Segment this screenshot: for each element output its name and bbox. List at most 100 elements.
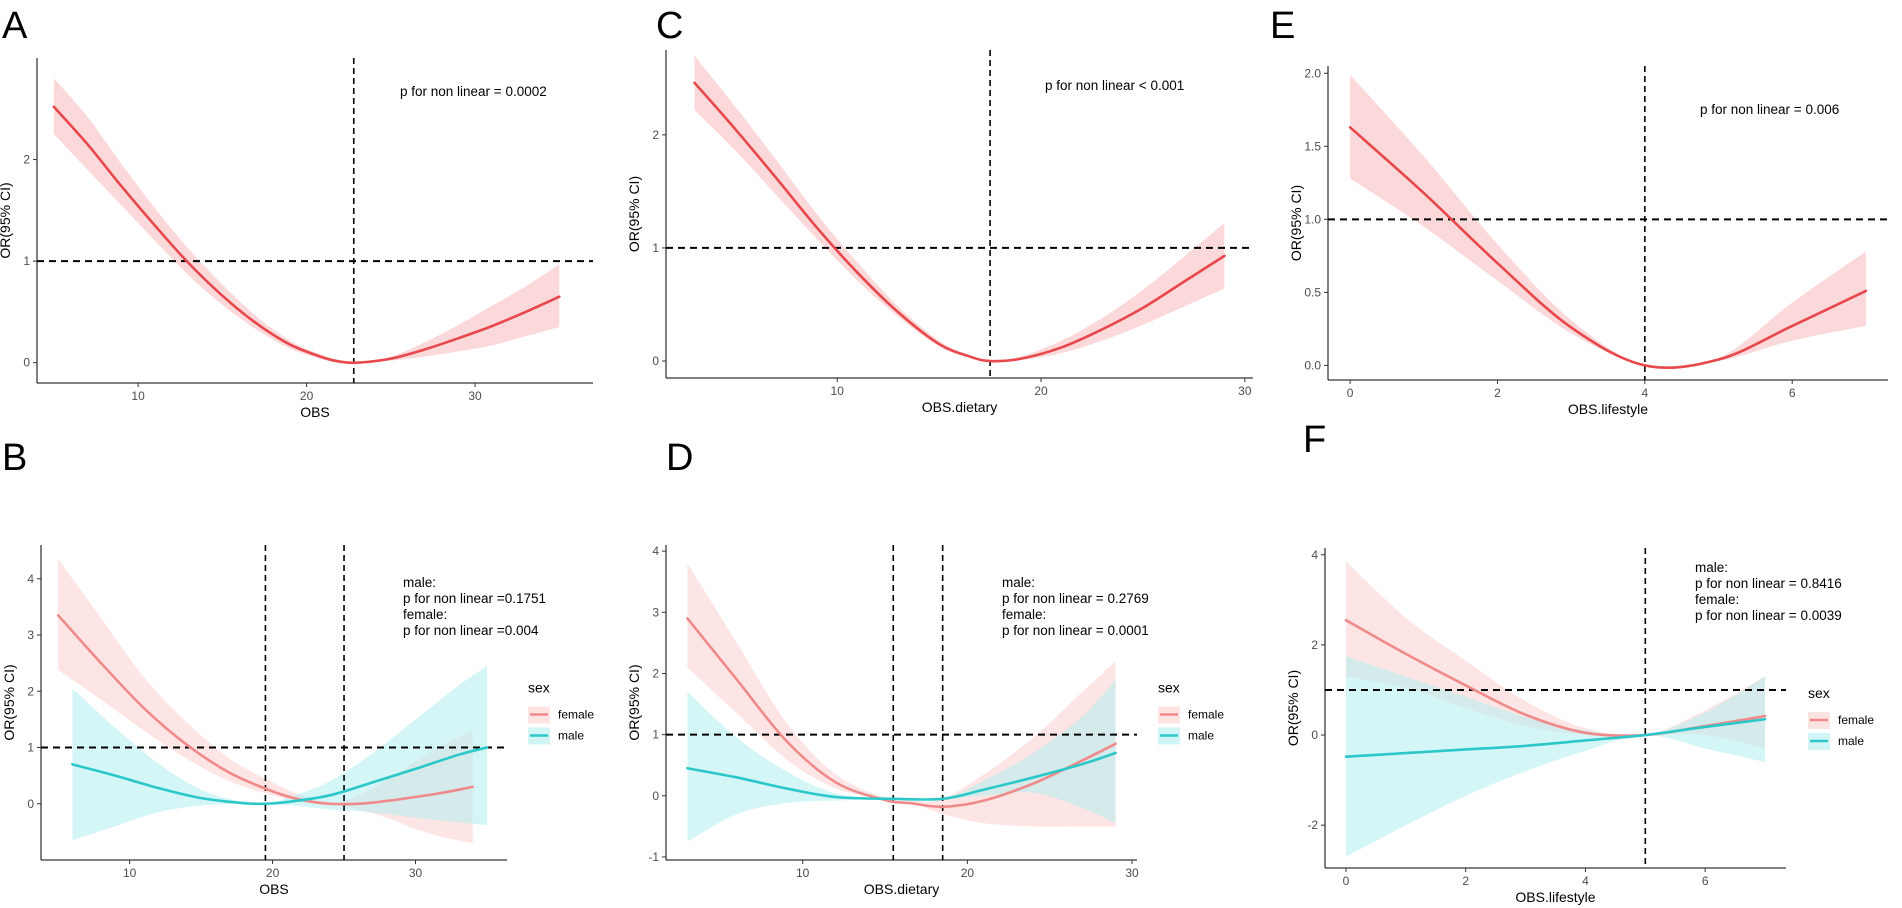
y-tick-label-d: -1 [648,850,659,864]
x-tick-label-b: 20 [266,866,280,880]
series-line-male-d [686,751,1117,801]
series-line-overall-c [693,81,1226,363]
series-line-male-b [71,746,489,806]
annotation-line-d: male: [1002,575,1035,590]
y-tick-label-d: 3 [652,605,659,619]
y-axis-title-c: OR(95% CI) [626,176,642,252]
y-tick-label-e: 0.0 [1304,358,1321,372]
x-axis-title-a: OBS [300,404,330,420]
x-tick-label-d: 20 [961,866,975,880]
y-tick-label-e: 1.5 [1304,139,1321,153]
x-tick-label-e: 2 [1494,386,1501,400]
y-tick-label-b: 3 [27,628,34,642]
series-line-overall-a [52,105,561,365]
y-tick-label-c: 0 [652,354,659,368]
annotation-line-b: p for non linear =0.1751 [403,591,546,606]
panel-letter-b: B [2,437,27,479]
annotation-line-f: p for non linear = 0.0039 [1695,608,1842,623]
x-tick-label-e: 4 [1641,386,1648,400]
x-axis-title-d: OBS.dietary [864,881,939,897]
x-tick-label-d: 30 [1125,866,1139,880]
panel-letter-c: C [656,5,683,47]
x-tick-label-b: 10 [123,866,137,880]
panel-a: A 10 20 30 0 1 2 OBS OR(95% CI) p for non linear… [0,5,593,420]
legend-label-male-f: male [1838,734,1864,748]
x-tick-label-a: 10 [131,389,145,403]
y-tick-label-f: -2 [1307,818,1318,832]
panel-letter-a: A [2,5,28,47]
y-tick-label-a: 2 [23,153,30,167]
series-line-overall-e [1348,126,1868,370]
annotation-line-f: female: [1695,592,1739,607]
y-tick-label-b: 4 [27,572,34,586]
y-tick-label-c: 1 [652,241,659,255]
panel-letter-d: D [666,437,693,479]
y-axis-title-d: OR(95% CI) [626,664,642,740]
y-tick-label-a: 1 [23,254,30,268]
y-axis-title-f: OR(95% CI) [1285,670,1301,746]
y-tick-label-f: 4 [1311,548,1318,562]
legend-title-d: sex [1158,680,1180,696]
y-tick-label-c: 2 [652,128,659,142]
legend-title-f: sex [1808,685,1830,701]
x-tick-label-f: 6 [1702,874,1709,888]
y-tick-label-d: 2 [652,666,659,680]
y-tick-label-b: 0 [27,797,34,811]
x-tick-label-a: 30 [468,389,482,403]
y-tick-label-e: 0.5 [1304,285,1321,299]
x-tick-label-f: 0 [1343,874,1350,888]
ci-band-male-b [72,665,487,841]
annotation-line-a: p for non linear = 0.0002 [400,84,547,99]
x-tick-label-b: 30 [409,866,423,880]
y-axis-title-e: OR(95% CI) [1288,185,1304,261]
panel-c: C 10 20 30 0 1 2 OBS.dietary OR(95% CI) p for no… [626,5,1253,415]
annotation-line-d: p for non linear = 0.2769 [1002,591,1149,606]
annotation-line-e: p for non linear = 0.006 [1700,102,1839,117]
ci-band-female-d [687,563,1116,827]
y-tick-label-f: 2 [1311,638,1318,652]
x-tick-label-a: 20 [300,389,314,403]
panel-d: D 10 20 30 -1 0 1 2 3 4 OBS.dietary OR(95% CI) male… [626,437,1224,897]
ci-band-male-d [687,679,1116,842]
y-axis-title-b: OR(95% CI) [1,664,17,740]
legend-label-female-d: female [1188,708,1224,722]
panel-letter-f: F [1303,419,1326,461]
series-line-male-f [1344,717,1767,758]
ci-band-overall-e [1350,74,1866,369]
annotation-line-f: male: [1695,560,1728,575]
x-axis-title-b: OBS [259,881,289,897]
legend-label-male-b: male [558,729,584,743]
ci-band-male-f [1345,656,1766,857]
x-axis-title-c: OBS.dietary [922,399,997,415]
x-tick-label-c: 30 [1238,384,1252,398]
y-tick-label-e: 2.0 [1304,66,1321,80]
annotation-line-d: female: [1002,607,1046,622]
y-axis-title-a: OR(95% CI) [0,182,13,258]
x-tick-label-e: 6 [1789,386,1796,400]
series-line-female-d [686,617,1117,809]
annotation-line-b: male: [403,575,436,590]
x-tick-label-d: 10 [796,866,810,880]
x-tick-label-c: 20 [1034,384,1048,398]
y-tick-label-f: 0 [1311,728,1318,742]
legend-label-female-b: female [558,708,594,722]
y-tick-label-d: 0 [652,789,659,803]
y-tick-label-b: 2 [27,684,34,698]
y-tick-label-d: 4 [652,544,659,558]
y-tick-label-b: 1 [27,741,34,755]
x-tick-label-f: 4 [1582,874,1589,888]
x-axis-title-e: OBS.lifestyle [1568,401,1648,417]
y-tick-label-e: 1.0 [1304,212,1321,226]
panel-e: E 0 2 4 6 0.0 0.5 1.0 1.5 2.0 OBS.lifestyle OR(95%… [1270,5,1888,417]
annotation-line-b: female: [403,607,447,622]
legend-title-b: sex [528,680,550,696]
panel-letter-e: E [1270,5,1295,47]
x-tick-label-c: 10 [831,384,845,398]
annotation-line-b: p for non linear =0.004 [403,623,539,638]
annotation-line-f: p for non linear = 0.8416 [1695,576,1842,591]
annotation-line-c: p for non linear < 0.001 [1045,78,1184,93]
annotation-line-d: p for non linear = 0.0001 [1002,623,1149,638]
